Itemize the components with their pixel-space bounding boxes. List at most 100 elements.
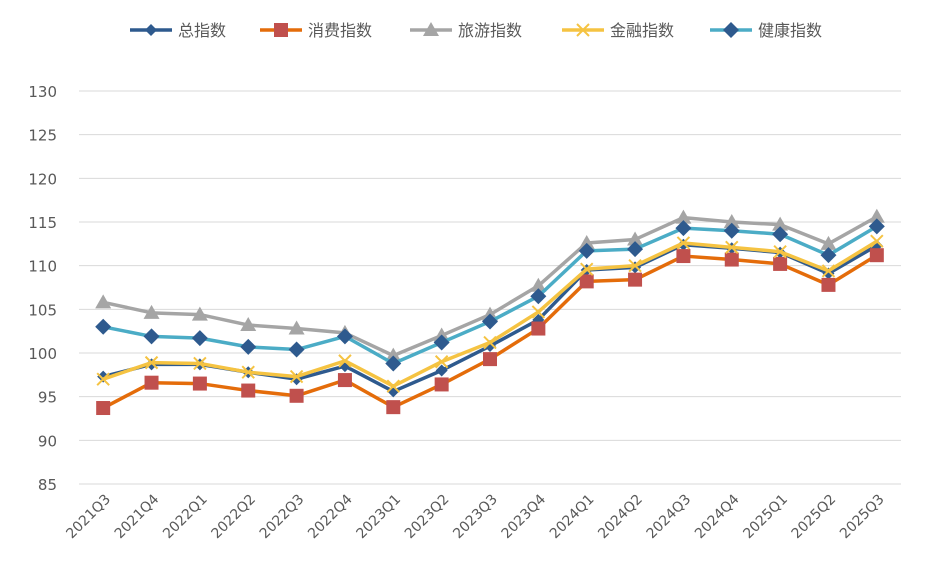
- y-tick-label: 130: [28, 83, 57, 101]
- x-tick-label: 2021Q3: [63, 492, 114, 543]
- x-tick-label: 2022Q1: [160, 492, 211, 543]
- series-line: [102, 215, 878, 358]
- x-tick-label: 2023Q3: [450, 492, 501, 543]
- data-point: [579, 274, 594, 289]
- legend-item: 健康指数: [710, 21, 822, 40]
- legend-marker: [576, 23, 590, 37]
- legend-label: 健康指数: [758, 21, 822, 40]
- data-point: [289, 369, 304, 384]
- data-point: [531, 305, 546, 319]
- data-point: [725, 240, 739, 255]
- data-point: [192, 376, 207, 391]
- data-point: [338, 354, 352, 368]
- data-point: [773, 244, 787, 259]
- y-tick-label: 85: [38, 476, 57, 494]
- data-point: [530, 277, 547, 292]
- data-point: [435, 364, 448, 377]
- y-tick-label: 110: [28, 258, 57, 276]
- data-point: [531, 321, 546, 336]
- data-point: [724, 252, 739, 267]
- x-tick-label: 2025Q3: [837, 492, 888, 543]
- data-point: [385, 355, 402, 372]
- data-point: [821, 264, 836, 278]
- legend-label: 旅游指数: [458, 21, 522, 40]
- data-point: [193, 356, 207, 371]
- data-point: [240, 317, 257, 332]
- data-point: [288, 320, 305, 335]
- data-point: [868, 208, 885, 223]
- data-point: [869, 248, 884, 263]
- data-point: [628, 272, 643, 287]
- legend-marker: [145, 24, 157, 36]
- legend-label: 金融指数: [610, 21, 674, 40]
- x-tick-label: 2025Q2: [789, 492, 840, 543]
- series-line: [102, 253, 878, 410]
- data-point: [772, 226, 789, 243]
- y-tick-label: 95: [38, 389, 57, 407]
- y-tick-label: 105: [28, 301, 57, 319]
- data-point: [483, 335, 497, 350]
- y-tick-label: 100: [28, 345, 57, 363]
- data-point: [288, 341, 305, 358]
- legend-item: 消费指数: [260, 21, 372, 40]
- legend-marker: [274, 23, 288, 37]
- data-point: [385, 347, 402, 362]
- series-1: [96, 248, 884, 416]
- data-point: [144, 375, 159, 390]
- legend-marker: [723, 22, 739, 38]
- legend-marker: [423, 22, 439, 36]
- x-tick-label: 2025Q1: [740, 492, 791, 543]
- data-point: [191, 306, 208, 321]
- data-point: [386, 400, 401, 415]
- x-tick-label: 2024Q2: [595, 492, 646, 543]
- data-point: [579, 262, 594, 276]
- data-point: [676, 236, 691, 250]
- data-point: [96, 372, 110, 386]
- series-3: [96, 234, 884, 393]
- data-point: [144, 355, 159, 370]
- legend-label: 消费指数: [308, 21, 372, 40]
- data-point: [483, 352, 497, 367]
- data-point: [434, 377, 449, 392]
- x-tick-label: 2022Q3: [257, 492, 308, 543]
- x-tick-label: 2022Q4: [305, 491, 356, 542]
- data-point: [143, 304, 160, 319]
- data-point: [336, 328, 353, 345]
- data-point: [820, 235, 837, 250]
- data-point: [433, 334, 450, 351]
- data-point: [241, 383, 256, 398]
- data-point: [482, 313, 498, 330]
- data-point: [289, 388, 304, 403]
- y-tick-label: 120: [28, 170, 57, 188]
- data-point: [868, 218, 885, 235]
- data-point: [675, 209, 692, 224]
- data-point: [386, 379, 401, 393]
- data-point: [434, 355, 449, 369]
- x-tick-label: 2022Q2: [208, 492, 259, 543]
- data-point: [191, 330, 208, 347]
- data-point: [96, 401, 111, 416]
- data-point: [676, 249, 691, 264]
- y-tick-label: 125: [28, 127, 57, 145]
- x-tick-label: 2024Q1: [547, 492, 598, 543]
- legend-item: 旅游指数: [410, 21, 522, 40]
- x-tick-label: 2024Q3: [644, 492, 695, 543]
- y-tick-label: 90: [38, 432, 57, 450]
- legend-item: 总指数: [130, 21, 226, 40]
- data-point: [530, 288, 547, 305]
- data-point: [337, 373, 352, 388]
- data-point: [240, 338, 257, 355]
- data-point: [675, 220, 692, 237]
- data-point: [95, 294, 112, 309]
- x-tick-label: 2021Q4: [112, 491, 163, 542]
- data-point: [578, 234, 595, 249]
- data-point: [772, 216, 789, 231]
- data-point: [723, 222, 740, 239]
- data-point: [821, 277, 836, 292]
- data-point: [578, 242, 595, 259]
- x-tick-label: 2023Q1: [354, 492, 405, 543]
- legend-item: 金融指数: [562, 21, 674, 40]
- series-4: [95, 218, 885, 372]
- data-point: [628, 258, 642, 273]
